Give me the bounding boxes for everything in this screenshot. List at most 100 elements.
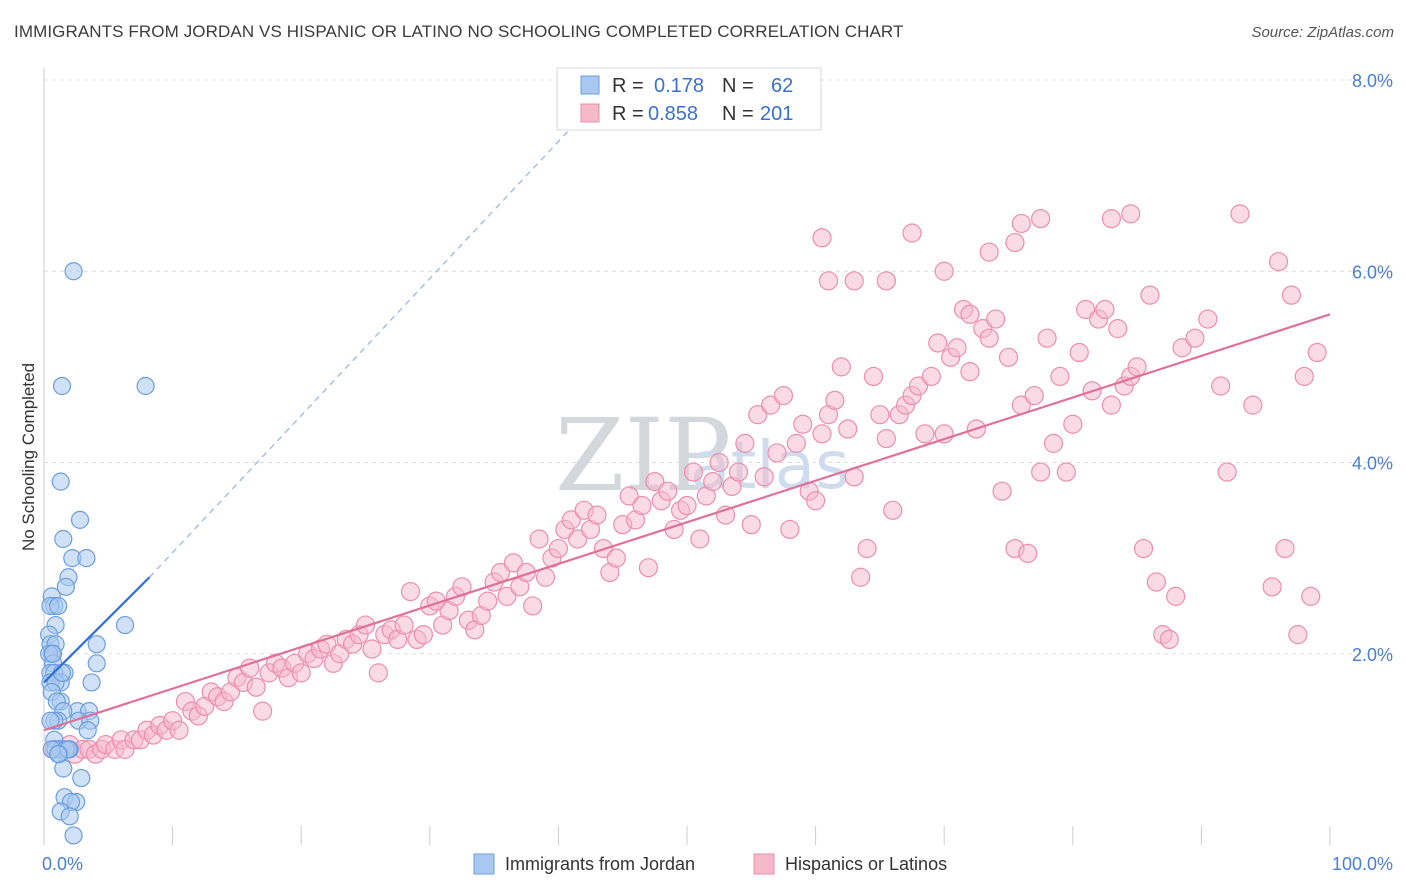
hispanic-point xyxy=(703,472,723,492)
hispanic-point xyxy=(1230,204,1250,224)
hispanic-point xyxy=(1211,376,1231,396)
hispanic-point xyxy=(1018,543,1038,563)
hispanic-point xyxy=(709,452,729,473)
hispanic-point xyxy=(831,357,851,377)
hispanic-point xyxy=(677,495,697,516)
jordan-point xyxy=(56,577,75,596)
hispanic-point xyxy=(169,720,189,740)
hispanic-point xyxy=(548,538,569,559)
hispanic-point xyxy=(793,414,813,434)
jordan-point xyxy=(49,745,68,764)
hispanic-point xyxy=(883,500,903,520)
hispanic-point xyxy=(754,467,774,487)
hispanic-point xyxy=(979,242,999,262)
y-axis-label: No Schooling Completed xyxy=(19,363,38,551)
hispanic-point xyxy=(1281,285,1302,305)
hispanic-point xyxy=(1050,366,1070,387)
hispanic-point xyxy=(1095,299,1115,320)
hispanic-point xyxy=(780,519,800,540)
legend-n-value-jordan: 62 xyxy=(771,75,793,97)
hispanic-point xyxy=(355,615,376,635)
bottom-legend: Immigrants from Jordan Hispanics or Lati… xyxy=(473,853,947,875)
jordan-point xyxy=(115,615,135,635)
hispanic-point xyxy=(1198,309,1218,329)
hispanic-point xyxy=(1307,342,1327,363)
hispanic-point xyxy=(870,405,890,425)
hispanic-point xyxy=(1217,462,1237,482)
gridlines xyxy=(44,79,1392,655)
hispanic-point xyxy=(825,390,845,410)
hispanic-point xyxy=(394,615,414,635)
hispanic-point xyxy=(246,677,266,697)
hispanic-point xyxy=(1133,538,1154,559)
hispanic-point xyxy=(1037,328,1057,348)
hispanic-point xyxy=(876,428,896,449)
y-tick-label: 2.0% xyxy=(1352,645,1393,665)
y-tick-label: 8.0% xyxy=(1352,71,1393,91)
hispanic-point xyxy=(503,553,523,573)
hispanic-point xyxy=(1301,586,1321,606)
hispanic-point xyxy=(979,328,999,348)
hispanic-point xyxy=(851,567,871,587)
hispanic-point xyxy=(606,548,626,568)
hispanic-point xyxy=(1069,342,1089,363)
hispanic-point xyxy=(568,529,588,549)
legend-box: R = 0.178 N = 62 R = 0.858 N = 201 xyxy=(556,67,822,131)
hispanic-point xyxy=(960,362,980,382)
jordan-point xyxy=(77,549,96,568)
hispanic-point xyxy=(908,376,929,396)
hispanic-point xyxy=(1108,319,1128,339)
jordan-points xyxy=(40,262,155,845)
hispanic-point xyxy=(658,481,678,501)
jordan-point xyxy=(64,826,83,845)
legend-n-value-hispanic: 201 xyxy=(760,103,793,125)
bottom-legend-swatch-hispanic xyxy=(753,853,775,875)
jordan-point xyxy=(87,654,106,673)
hispanic-point xyxy=(1159,629,1179,650)
hispanic-point xyxy=(1043,433,1064,453)
hispanic-point xyxy=(478,591,498,611)
hispanic-point xyxy=(690,529,710,549)
hispanic-point xyxy=(368,663,388,683)
jordan-point xyxy=(60,807,79,826)
chart-title: IMMIGRANTS FROM JORDAN VS HISPANIC OR LA… xyxy=(14,22,904,41)
x-tick-label-max: 100.0% xyxy=(1332,854,1393,874)
hispanic-point xyxy=(497,586,517,606)
legend-n-label-jordan: N = xyxy=(722,75,754,97)
hispanic-point xyxy=(818,271,839,291)
hispanic-point xyxy=(805,491,826,511)
hispanic-point xyxy=(645,472,665,492)
hispanic-point xyxy=(735,433,755,453)
hispanic-point xyxy=(413,625,433,645)
hispanic-point xyxy=(986,309,1006,329)
hispanic-point xyxy=(1275,538,1295,559)
hispanic-point xyxy=(934,261,954,281)
hispanic-point xyxy=(760,395,781,415)
jordan-trend-line xyxy=(43,576,151,684)
hispanic-point xyxy=(529,529,549,549)
y-tick-labels: 2.0% 4.0% 6.0% 8.0% xyxy=(1352,71,1393,665)
hispanic-point xyxy=(1140,285,1160,305)
jordan-point xyxy=(54,529,73,549)
jordan-point xyxy=(78,721,97,740)
hispanic-point xyxy=(632,495,652,516)
hispanic-point xyxy=(1294,366,1314,387)
hispanic-point xyxy=(683,462,704,482)
bottom-legend-swatch-jordan xyxy=(473,853,495,875)
legend-n-label-hispanic: N = xyxy=(722,103,754,125)
hispanic-point xyxy=(400,581,421,602)
hispanic-point xyxy=(253,701,273,721)
hispanic-point xyxy=(741,515,761,535)
jordan-trend-extension xyxy=(148,127,572,578)
hispanic-point xyxy=(1031,209,1051,229)
jordan-point xyxy=(43,644,63,663)
hispanic-point xyxy=(561,510,581,530)
hispanic-point xyxy=(947,338,967,358)
hispanic-point xyxy=(1005,232,1025,253)
hispanic-point xyxy=(1146,572,1166,592)
x-tick-label-min: 0.0% xyxy=(42,854,83,874)
jordan-point xyxy=(64,262,83,281)
hispanic-point xyxy=(915,424,935,444)
legend-r-value-hispanic: 0.858 xyxy=(648,103,698,125)
hispanic-point xyxy=(921,366,941,387)
